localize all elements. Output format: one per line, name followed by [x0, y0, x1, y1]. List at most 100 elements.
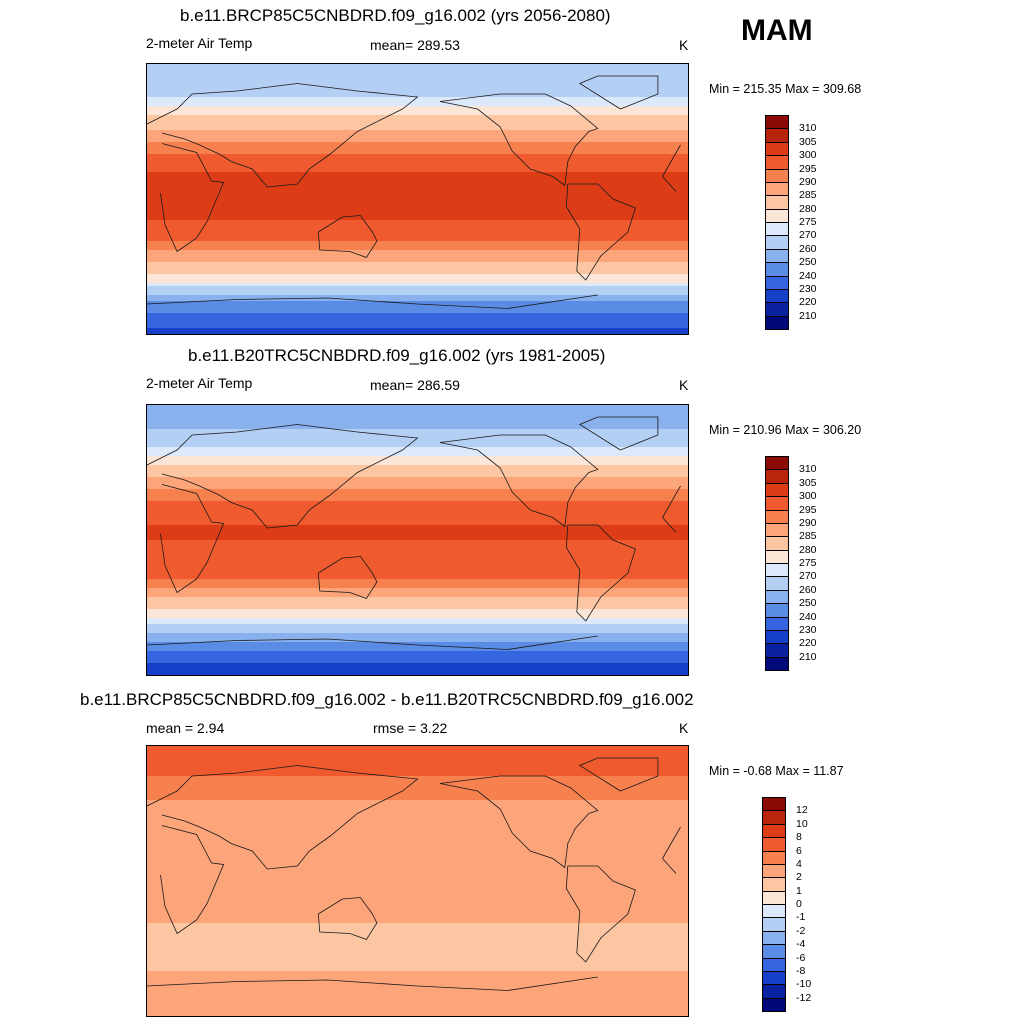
- colorbar-tick-label: 270: [799, 229, 817, 242]
- panel-3-colorbar: 12 10 8 6 4 2 1 0 -1 -2 -4 -6 -8 -10 -12: [762, 797, 832, 1012]
- lat-band: [147, 866, 688, 870]
- lat-band: [147, 471, 688, 475]
- colorbar-swatch: [762, 797, 786, 812]
- lat-band: [147, 998, 688, 1002]
- colorbar-swatch: [765, 576, 789, 591]
- lat-band: [147, 160, 688, 164]
- lat-band: [147, 211, 688, 215]
- colorbar-swatch: [762, 810, 786, 825]
- lat-band: [147, 124, 688, 128]
- lat-band: [147, 953, 688, 957]
- lat-band: [147, 265, 688, 269]
- colorbar-tick-label: 260: [799, 583, 817, 596]
- lat-band: [147, 929, 688, 933]
- lat-band: [147, 163, 688, 167]
- lat-band: [147, 809, 688, 813]
- colorbar-swatch: [762, 984, 786, 999]
- coastline: [439, 775, 599, 869]
- lat-band: [147, 555, 688, 559]
- panel-1-mean: mean= 289.53: [370, 37, 460, 53]
- lat-band: [147, 764, 688, 768]
- panel-2-units: K: [679, 377, 689, 393]
- coastline: [317, 215, 378, 258]
- lat-band: [147, 271, 688, 275]
- lat-band: [147, 456, 688, 460]
- lat-band: [147, 444, 688, 448]
- lat-band: [147, 151, 688, 155]
- colorbar-tick-label: -2: [796, 924, 806, 937]
- lat-band: [147, 301, 688, 305]
- colorbar-swatch: [762, 917, 786, 932]
- lat-band: [147, 869, 688, 873]
- coastline: [160, 143, 681, 253]
- lat-band: [147, 983, 688, 987]
- colorbar-tick-label: -8: [796, 964, 806, 977]
- lat-band: [147, 558, 688, 562]
- coastline: [439, 93, 599, 187]
- colorbar-tick-label: 210: [799, 309, 817, 322]
- colorbar-swatch: [762, 890, 786, 905]
- lat-band: [147, 597, 688, 601]
- lat-band: [147, 411, 688, 415]
- lat-band: [147, 848, 688, 852]
- lat-band: [147, 489, 688, 493]
- colorbar-swatch: [765, 522, 789, 538]
- colorbar-swatch: [765, 536, 789, 551]
- panel-3-field: [147, 746, 688, 1016]
- colorbar-tick-label: 4: [796, 857, 802, 870]
- colorbar-tick-label: -10: [796, 978, 812, 991]
- colorbar-swatch: [765, 262, 789, 277]
- lat-band: [147, 1013, 688, 1016]
- coastline: [578, 757, 659, 792]
- lat-band: [147, 1010, 688, 1014]
- lat-band: [147, 214, 688, 218]
- coastline: [317, 897, 378, 940]
- lat-band: [147, 950, 688, 954]
- colorbar-swatch: [765, 629, 789, 645]
- colorbar-swatch: [765, 115, 789, 130]
- lat-band: [147, 447, 688, 451]
- panel-1-minmax: Min = 215.35 Max = 309.68: [709, 82, 862, 96]
- colorbar-swatch: [765, 275, 789, 290]
- lat-band: [147, 154, 688, 158]
- colorbar-tick-label: 8: [796, 831, 802, 844]
- colorbar-tick-label: 275: [799, 557, 817, 569]
- lat-band: [147, 73, 688, 77]
- lat-band: [147, 106, 688, 110]
- colorbar-tick-label: 220: [799, 637, 817, 650]
- lat-band: [147, 477, 688, 481]
- lat-band: [147, 971, 688, 975]
- lat-band: [147, 974, 688, 978]
- lat-band: [147, 651, 688, 655]
- lat-band: [147, 905, 688, 909]
- lat-band: [147, 845, 688, 849]
- lat-band: [147, 782, 688, 786]
- lat-band: [147, 262, 688, 266]
- lat-band: [147, 669, 688, 673]
- lat-band: [147, 603, 688, 607]
- coastline: [439, 434, 599, 528]
- lat-band: [147, 860, 688, 864]
- colorbar-swatch: [765, 302, 789, 317]
- coastline: [578, 416, 659, 451]
- lat-band: [147, 100, 688, 104]
- lat-band: [147, 585, 688, 589]
- colorbar-swatch: [765, 195, 789, 210]
- lat-band: [147, 519, 688, 523]
- lat-band: [147, 995, 688, 999]
- lat-band: [147, 746, 688, 750]
- colorbar-tick-label: 12: [796, 804, 808, 817]
- lat-band: [147, 779, 688, 783]
- lat-band: [147, 761, 688, 765]
- lat-band: [147, 247, 688, 251]
- lat-band: [147, 752, 688, 756]
- lat-band: [147, 139, 688, 143]
- lat-band: [147, 82, 688, 86]
- season-label: MAM: [741, 14, 813, 47]
- lat-band: [147, 280, 688, 284]
- lat-band: [147, 136, 688, 140]
- lat-band: [147, 441, 688, 445]
- lat-band: [147, 573, 688, 577]
- colorbar-tick-label: 240: [799, 610, 817, 623]
- colorbar-tick-label: -1: [796, 911, 806, 924]
